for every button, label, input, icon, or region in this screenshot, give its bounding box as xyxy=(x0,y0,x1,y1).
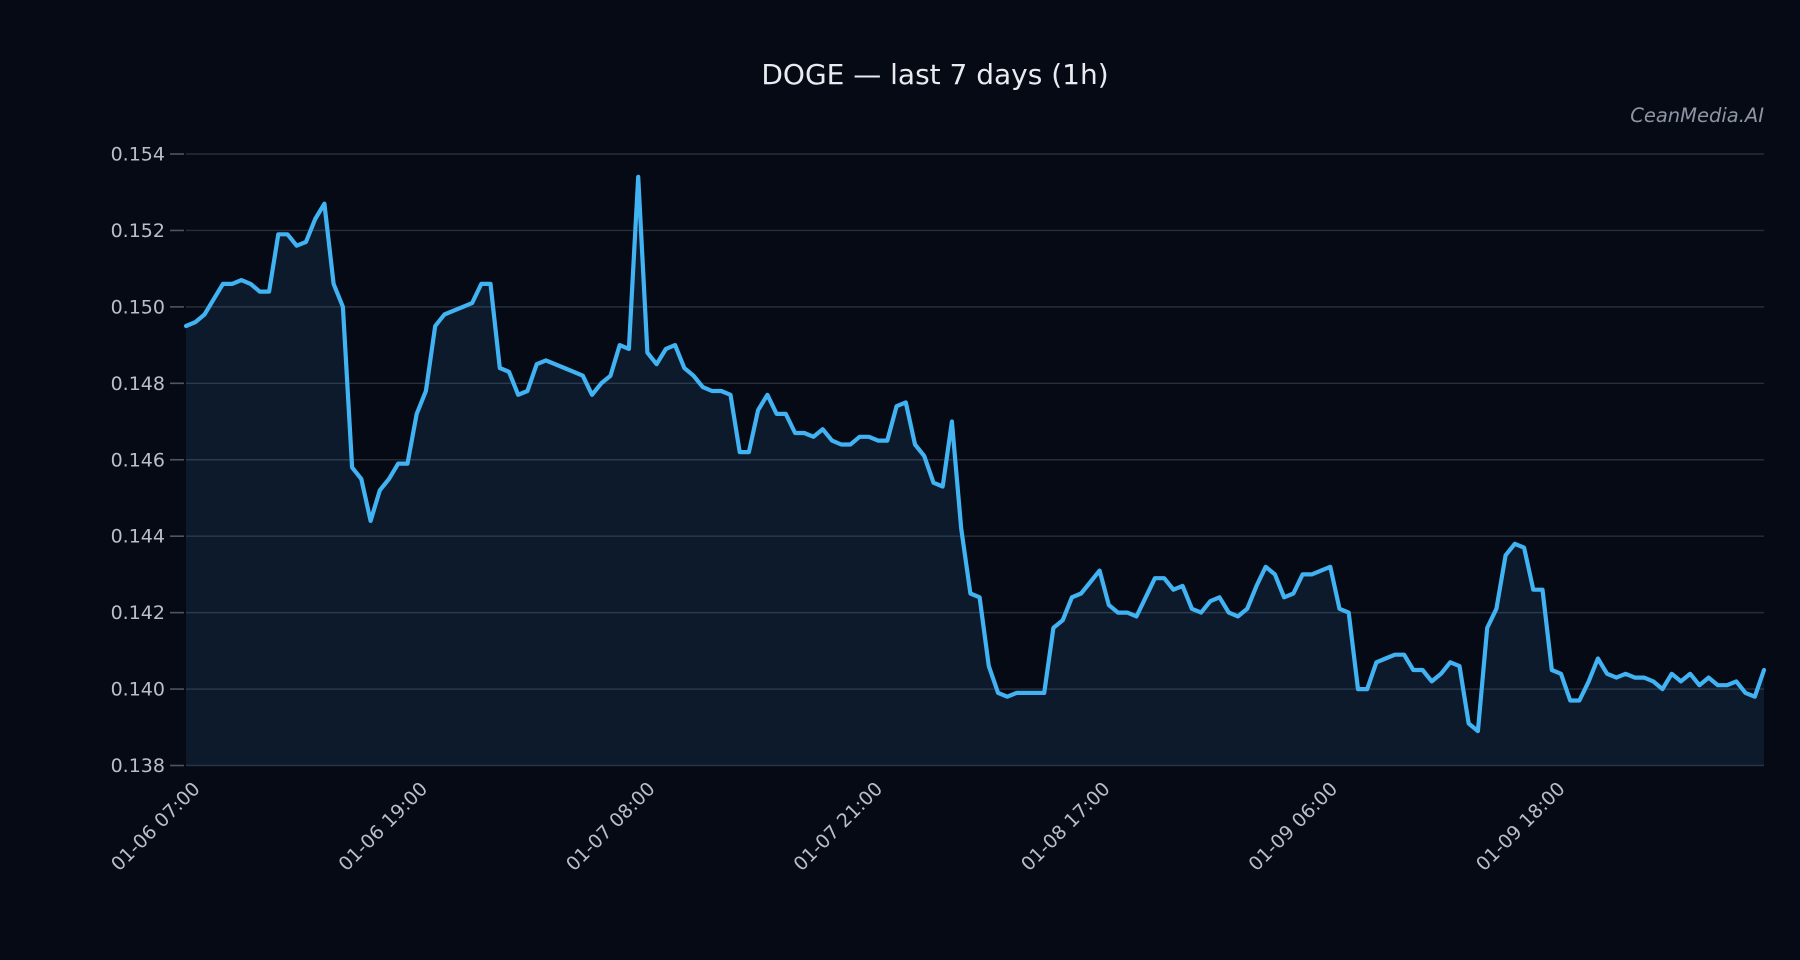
x-tick-label: 01-07 08:00 xyxy=(562,778,660,876)
x-tick-label: 01-06 07:00 xyxy=(107,778,205,876)
chart-title: DOGE — last 7 days (1h) xyxy=(761,58,1108,91)
y-tick-label: 0.152 xyxy=(111,220,165,242)
x-tick-label: 01-09 06:00 xyxy=(1244,778,1342,876)
y-tick-label: 0.138 xyxy=(111,755,165,777)
x-tick-label: 01-08 17:00 xyxy=(1017,778,1115,876)
y-tick-label: 0.154 xyxy=(111,144,165,166)
y-tick-label: 0.146 xyxy=(111,449,165,471)
y-tick-label: 0.144 xyxy=(111,526,165,548)
watermark-text: CeanMedia.AI xyxy=(1630,104,1764,127)
y-tick-label: 0.140 xyxy=(111,679,165,701)
price-line xyxy=(183,174,1767,734)
y-tick-label: 0.142 xyxy=(111,602,165,624)
x-tick-label: 01-06 19:00 xyxy=(334,778,432,876)
price-area-fill xyxy=(186,176,1764,766)
y-tick-label: 0.150 xyxy=(111,296,165,318)
x-tick-label: 01-07 21:00 xyxy=(789,778,887,876)
y-tick-label: 0.148 xyxy=(111,373,165,395)
x-tick-label: 01-09 18:00 xyxy=(1472,778,1570,876)
